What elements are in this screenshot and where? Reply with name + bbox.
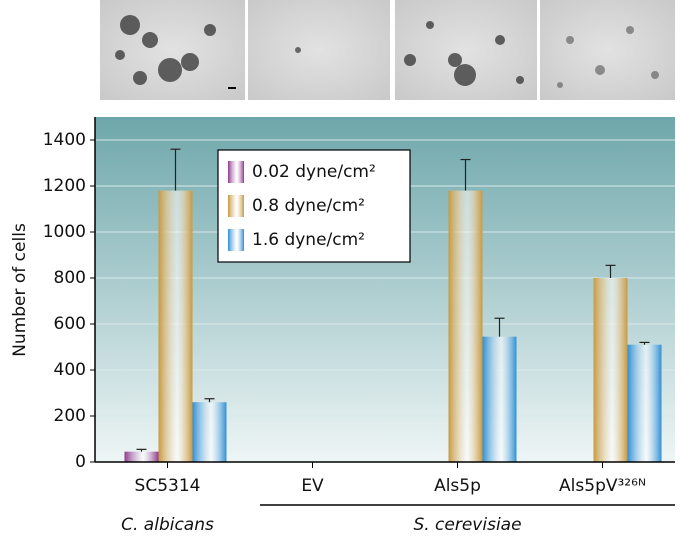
- legend-swatch: [228, 229, 244, 251]
- group-label: C. albicans: [121, 515, 214, 535]
- cell: [295, 47, 301, 53]
- y-tick-label: 0: [75, 452, 86, 472]
- x-tick-label: SC5314: [135, 476, 201, 496]
- y-tick-label: 600: [54, 314, 86, 334]
- y-tick-label: 200: [54, 406, 86, 426]
- y-tick-label: 1400: [43, 130, 86, 150]
- y-tick-label: 1200: [43, 176, 86, 196]
- bar: [593, 278, 628, 462]
- y-tick-label: 400: [54, 360, 86, 380]
- legend-label: 1.6 dyne/cm²: [252, 230, 365, 250]
- legend-label: 0.8 dyne/cm²: [252, 196, 365, 216]
- cell-clusters: [404, 21, 524, 86]
- legend: 0.02 dyne/cm² 0.8 dyne/cm² 1.6 dyne/cm²: [217, 149, 411, 263]
- y-tick-label: 1000: [43, 222, 86, 242]
- x-tick-label: Als5pV³²⁶ᴺ: [559, 476, 646, 496]
- micrograph: [540, 0, 675, 100]
- legend-box: [217, 149, 411, 263]
- y-axis-label: Number of cells: [10, 223, 30, 357]
- x-tick-label: Als5p: [434, 476, 481, 496]
- legend-label: 0.02 dyne/cm²: [252, 162, 376, 182]
- x-tick-label: EV: [301, 476, 324, 496]
- cell-clusters: [115, 15, 216, 85]
- bar: [482, 336, 517, 462]
- legend-swatch: [228, 161, 244, 183]
- cell-clusters: [557, 26, 659, 88]
- group-label: S. cerevisiae: [413, 515, 521, 535]
- micrograph: [248, 0, 390, 100]
- bar: [158, 190, 193, 462]
- micrograph: [100, 0, 245, 100]
- bar: [448, 190, 483, 462]
- legend-swatch: [228, 195, 244, 217]
- bar: [192, 402, 227, 462]
- bar: [124, 451, 159, 462]
- bar: [627, 344, 662, 462]
- y-tick-label: 800: [54, 268, 86, 288]
- micrographs: [100, 0, 675, 100]
